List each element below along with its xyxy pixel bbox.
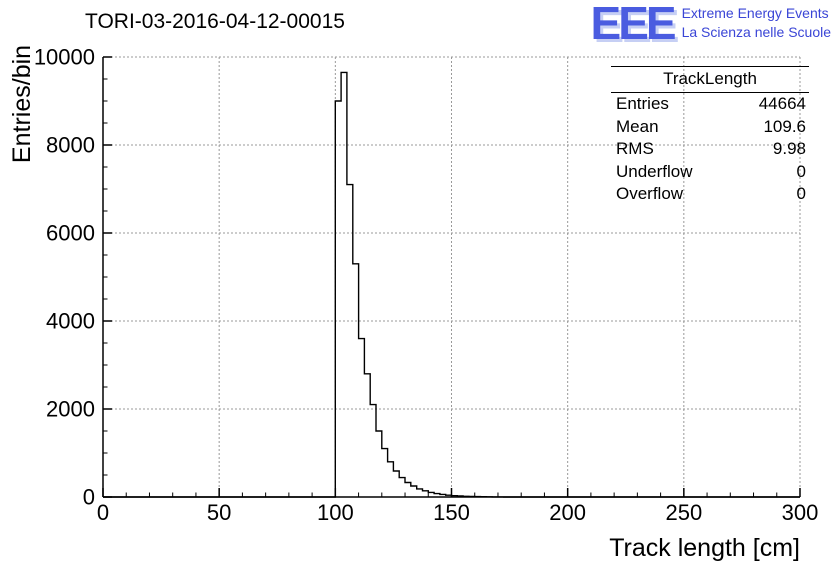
stats-row-entries: Entries 44664 [611, 93, 809, 116]
stats-label: Mean [616, 116, 659, 136]
eee-logo-line1: Extreme Energy Events [681, 5, 829, 21]
stats-value: 0 [796, 184, 806, 204]
stats-box-title: TrackLength [611, 67, 809, 93]
stats-box: TrackLength Entries 44664 Mean 109.6 RMS… [611, 66, 809, 206]
plot-title: TORI-03-2016-04-12-00015 [85, 10, 345, 33]
y-axis-title: Entries/bin [8, 45, 36, 163]
y-tick-label: 4000 [46, 309, 95, 334]
eee-logo-letters: EEE [590, 0, 677, 49]
stats-row-rms: RMS 9.98 [611, 138, 809, 161]
x-axis-title: Track length [cm] [609, 534, 800, 562]
x-tick-label: 100 [317, 500, 354, 525]
y-tick-label: 8000 [46, 133, 95, 158]
eee-logo-caption: Extreme Energy Events La Scienza nelle S… [682, 1, 831, 42]
stats-row-mean: Mean 109.6 [611, 116, 809, 139]
x-tick-label: 0 [97, 500, 109, 525]
stats-label: Underflow [616, 161, 693, 181]
x-tick-label: 250 [665, 500, 702, 525]
stats-row-underflow: Underflow 0 [611, 161, 809, 184]
stats-row-overflow: Overflow 0 [611, 183, 809, 206]
stats-value: 0 [796, 161, 806, 181]
x-tick-label: 300 [782, 500, 819, 525]
x-tick-label: 50 [207, 500, 231, 525]
tick-labels: 0 50 100 150 200 250 300 0 2000 4000 6000 8000 10000 [34, 45, 819, 526]
x-tick-label: 200 [549, 500, 586, 525]
stats-label: Overflow [616, 184, 684, 204]
x-tick-label: 150 [433, 500, 470, 525]
stats-label: Entries [616, 94, 669, 114]
eee-logo: EEE Extreme Energy Events La Scienza nel… [590, 0, 831, 49]
y-tick-label: 6000 [46, 221, 95, 246]
axes-and-ticks [102, 56, 801, 498]
y-tick-label: 0 [83, 485, 95, 510]
stats-value: 44664 [758, 94, 806, 114]
stats-value: 9.98 [772, 139, 806, 159]
stats-label: RMS [616, 139, 654, 159]
eee-logo-line2: La Scienza nelle Scuole [681, 23, 831, 40]
y-tick-label: 10000 [34, 45, 95, 70]
stats-value: 109.6 [763, 116, 806, 136]
y-tick-label: 2000 [46, 397, 95, 422]
